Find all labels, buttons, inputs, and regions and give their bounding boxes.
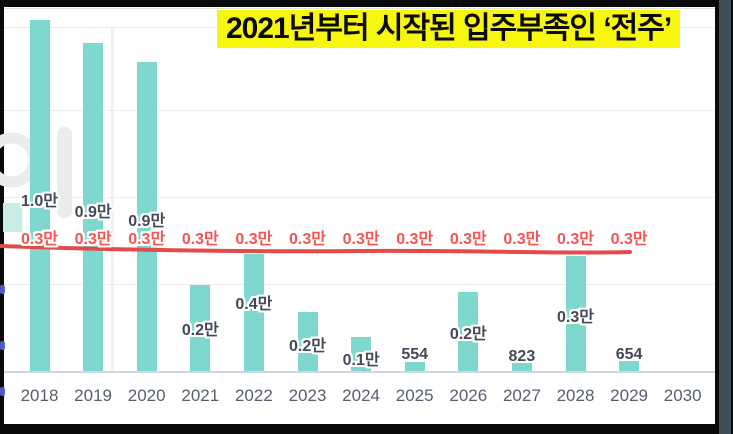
year-axis-label: 2028 xyxy=(556,386,595,405)
bar-value-label: 0.1만 xyxy=(342,352,380,369)
bar-value-label: 0.2만 xyxy=(181,322,219,339)
bar-value-label: 554 xyxy=(401,346,429,363)
demand-value-label: 0.3만 xyxy=(449,231,487,248)
year-axis-label: 2019 xyxy=(74,386,112,405)
demand-value-label: 0.3만 xyxy=(610,231,648,248)
demand-value-label: 0.3만 xyxy=(181,231,219,248)
bar-value-label: 0.9만 xyxy=(128,213,166,230)
year-axis-label: 2025 xyxy=(395,386,434,405)
demand-value-label: 0.3만 xyxy=(128,231,166,248)
bar xyxy=(619,361,640,372)
y-axis-label-fragment xyxy=(0,341,5,350)
bar xyxy=(243,254,264,372)
demand-value-label: 0.3만 xyxy=(74,231,112,248)
demand-value-label: 0.3만 xyxy=(503,231,541,248)
bar xyxy=(404,362,425,372)
year-axis-label: 2027 xyxy=(502,386,541,405)
right-side-band xyxy=(719,0,733,434)
year-axis-label: 2024 xyxy=(342,386,380,405)
bar-value-label: 0.3만 xyxy=(557,309,594,326)
bar xyxy=(511,359,532,372)
year-axis-label: 2023 xyxy=(288,386,327,405)
bar xyxy=(351,337,372,372)
bar-value-label: 0.9만 xyxy=(74,204,112,221)
gridline xyxy=(4,110,715,111)
panel-top-shadow xyxy=(4,8,715,9)
bar xyxy=(190,285,211,372)
y-axis-label-fragment xyxy=(0,285,5,294)
gridline xyxy=(4,197,715,198)
demand-value-label: 0.3만 xyxy=(342,231,380,248)
demand-value-label: 0.3만 xyxy=(289,231,326,248)
demand-value-label: 0.3만 xyxy=(21,231,58,248)
demand-value-label: 0.3만 xyxy=(396,231,434,248)
bar xyxy=(565,256,586,372)
chart-title-banner: 2021년부터 시작된 입주부족인 ‘전주’ xyxy=(217,10,681,48)
demand-value-label: 0.3만 xyxy=(557,231,594,248)
bar-value-label: 1.0만 xyxy=(21,193,58,210)
year-axis-label: 2030 xyxy=(663,386,702,405)
year-axis-label: 2029 xyxy=(610,386,648,405)
year-axis-label: 2018 xyxy=(20,386,59,405)
y-axis-label-fragment xyxy=(0,387,5,396)
bar xyxy=(83,43,104,372)
bar xyxy=(458,292,479,372)
gridline xyxy=(4,284,715,285)
bar-value-label: 654 xyxy=(615,346,643,363)
bar-value-label: 0.2만 xyxy=(449,326,487,343)
year-axis-label: 2020 xyxy=(127,386,166,405)
bar-value-label: 0.4만 xyxy=(235,296,273,313)
bar xyxy=(29,20,50,372)
year-axis-label: 2021 xyxy=(181,386,220,405)
year-axis-label: 2026 xyxy=(449,386,488,405)
bar-value-label: 0.2만 xyxy=(289,338,326,355)
bar xyxy=(136,62,157,372)
year-axis-label: 2022 xyxy=(234,386,273,405)
bar-value-label: 823 xyxy=(508,348,536,365)
x-axis-line xyxy=(4,371,715,373)
demand-value-label: 0.3만 xyxy=(235,231,273,248)
bar xyxy=(297,312,318,372)
